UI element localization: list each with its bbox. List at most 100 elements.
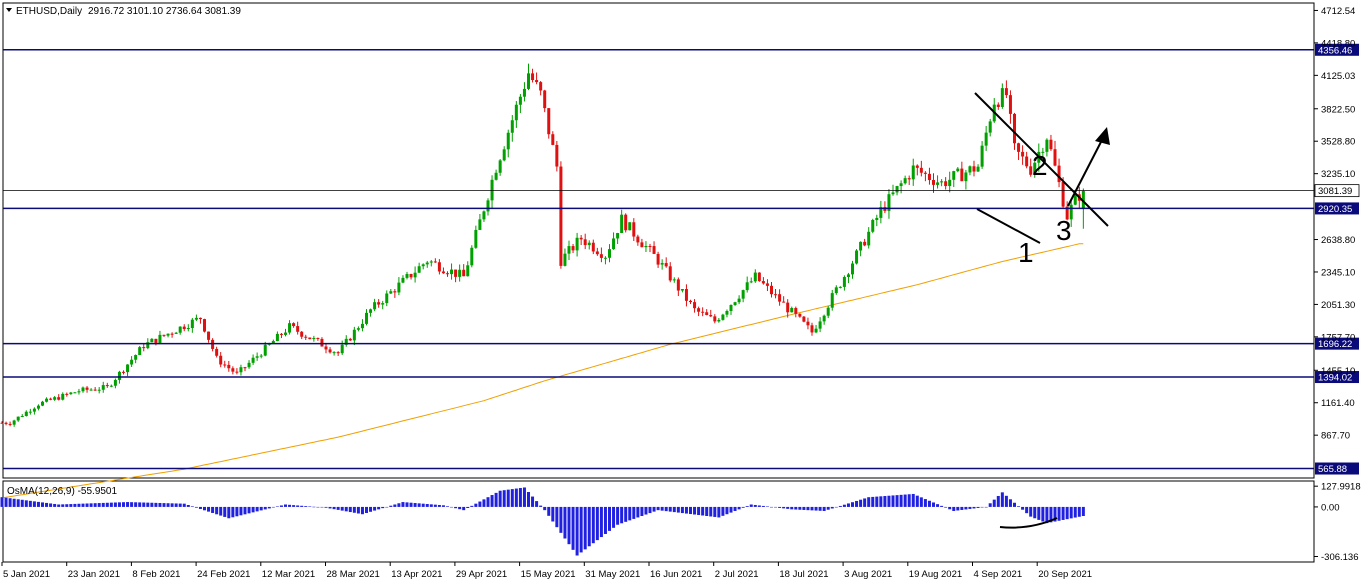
osma-bar bbox=[215, 506, 219, 515]
osma-bar bbox=[122, 502, 125, 507]
candle-body bbox=[1013, 113, 1016, 144]
osma-bar bbox=[154, 502, 158, 507]
candle-body bbox=[689, 300, 692, 303]
osma-bar bbox=[405, 502, 409, 507]
osma-bar bbox=[644, 506, 648, 515]
candle-body bbox=[57, 397, 61, 400]
candle-body bbox=[425, 262, 429, 265]
candle-body bbox=[1025, 156, 1029, 167]
candle-body bbox=[697, 308, 701, 312]
candle-body bbox=[846, 274, 850, 278]
candle-body bbox=[656, 253, 660, 265]
price-tick-label: 2051.30 bbox=[1321, 300, 1355, 311]
trend-drawings bbox=[974, 92, 1109, 529]
symbol-dropdown-icon[interactable] bbox=[6, 8, 12, 12]
candle-body bbox=[919, 167, 923, 173]
candle-body bbox=[1008, 95, 1012, 114]
osma-bar bbox=[61, 504, 65, 507]
osma-bar bbox=[648, 506, 652, 514]
osma-bar bbox=[8, 498, 12, 507]
candle-body bbox=[851, 263, 854, 275]
time-tick-label: 3 Aug 2021 bbox=[844, 569, 892, 580]
candle-body bbox=[964, 172, 968, 182]
osma-bar bbox=[32, 501, 36, 507]
level-price-tag bbox=[1315, 337, 1359, 350]
candle-body bbox=[806, 321, 810, 326]
osma-bar bbox=[745, 506, 749, 507]
osma-bar bbox=[1029, 506, 1033, 517]
osma-plot-frame bbox=[2, 480, 1315, 563]
price-tick-label: 4712.54 bbox=[1321, 6, 1355, 17]
osma-bar bbox=[539, 505, 543, 507]
osma-bar bbox=[616, 506, 620, 525]
osma-bar bbox=[12, 498, 16, 507]
price-tick-label: 1757.70 bbox=[1321, 332, 1355, 343]
candle-body bbox=[73, 392, 77, 394]
osma-bar bbox=[721, 506, 725, 516]
osma-bar bbox=[1013, 502, 1016, 507]
osma-bar bbox=[109, 502, 113, 507]
candle-body bbox=[247, 362, 251, 368]
candle-body bbox=[907, 178, 911, 180]
osma-bar bbox=[239, 506, 243, 516]
osma-bar bbox=[660, 506, 664, 511]
candle-body bbox=[130, 359, 134, 365]
main-plot-frame bbox=[2, 2, 1315, 479]
candle-body bbox=[292, 323, 296, 327]
candle-body bbox=[381, 303, 385, 305]
candle-body bbox=[899, 183, 903, 187]
osma-bar bbox=[348, 506, 352, 513]
candle-body bbox=[259, 355, 263, 357]
osma-bar bbox=[624, 506, 628, 522]
candle-body bbox=[316, 337, 320, 339]
candle-body bbox=[150, 338, 154, 343]
osma-bar bbox=[903, 494, 907, 507]
osma-bar bbox=[814, 506, 818, 511]
osma-bar bbox=[571, 506, 575, 550]
osma-bar bbox=[996, 495, 1000, 507]
candle-body bbox=[944, 181, 948, 187]
symbol-label: ETHUSD,Daily bbox=[16, 6, 82, 17]
candle-body bbox=[401, 277, 405, 283]
candle-body bbox=[300, 331, 304, 337]
candle-body bbox=[510, 120, 514, 133]
time-axis: 5 Jan 2021 23 Jan 2021 8 Feb 2021 24 Feb 20… bbox=[1, 562, 1092, 580]
osma-bar bbox=[567, 506, 571, 545]
candle-body bbox=[531, 73, 535, 81]
osma-bar bbox=[174, 503, 178, 507]
osma-bar bbox=[49, 503, 53, 507]
candle-body bbox=[28, 411, 32, 413]
candle-body bbox=[454, 269, 458, 277]
osma-bar bbox=[36, 501, 40, 507]
candle-body bbox=[684, 289, 688, 301]
osma-bar bbox=[927, 500, 931, 507]
candle-body bbox=[466, 265, 470, 277]
candle-body bbox=[729, 304, 733, 312]
osma-bar bbox=[543, 506, 547, 511]
time-tick-label: 20 Sep 2021 bbox=[1038, 569, 1092, 580]
osma-bar bbox=[433, 504, 437, 507]
candle-body bbox=[126, 364, 130, 373]
osma-bar bbox=[527, 492, 530, 507]
osma-bar bbox=[211, 506, 215, 513]
osma-bar bbox=[875, 496, 879, 507]
osma-bar bbox=[1053, 506, 1057, 522]
candle-body bbox=[709, 315, 713, 317]
osma-bar bbox=[130, 502, 134, 507]
osma-bar bbox=[563, 506, 567, 539]
osma-bar bbox=[478, 501, 482, 507]
osma-bar bbox=[486, 497, 490, 507]
candle-body bbox=[308, 337, 312, 340]
candle-body bbox=[749, 281, 753, 283]
candle-body bbox=[243, 367, 247, 369]
osma-bar bbox=[117, 502, 121, 507]
osma-bar bbox=[97, 503, 101, 507]
osma-bar bbox=[93, 503, 97, 507]
osma-bar bbox=[923, 499, 927, 507]
candle-body bbox=[757, 272, 761, 282]
candle-body bbox=[393, 291, 397, 293]
candle-body bbox=[895, 186, 899, 193]
level-price-tag bbox=[1315, 43, 1359, 56]
candle-body bbox=[960, 168, 964, 182]
osma-bar bbox=[146, 502, 150, 507]
